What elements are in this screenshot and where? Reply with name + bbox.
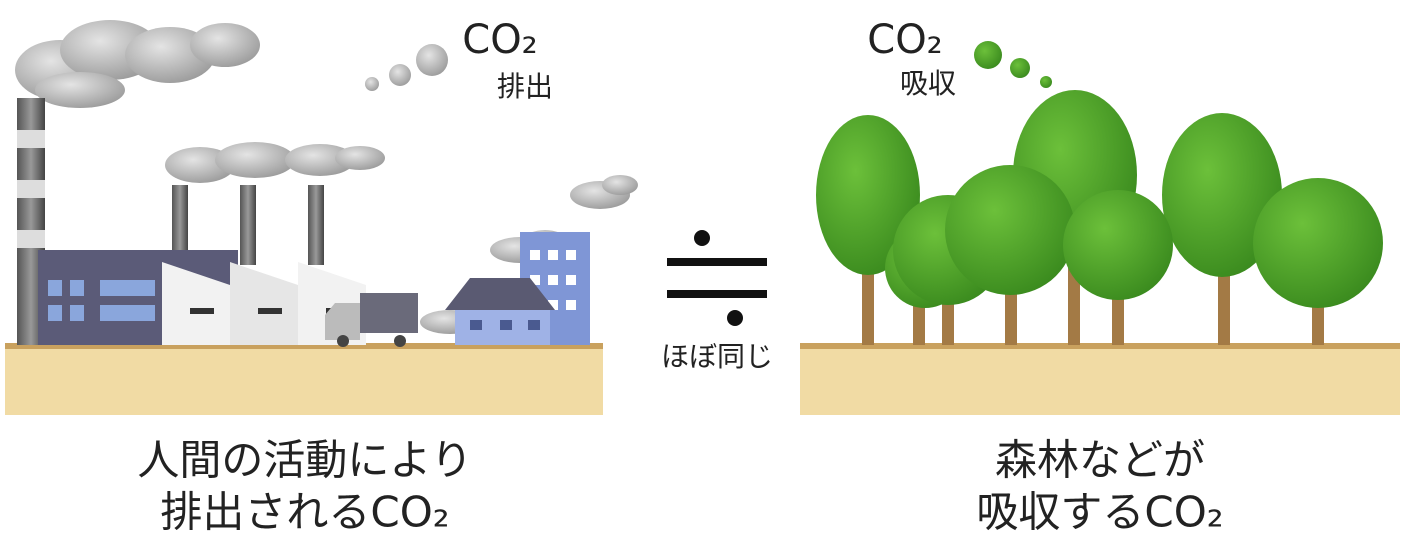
chimney-stripes xyxy=(17,130,45,248)
co2-label: CO₂ xyxy=(462,17,537,63)
approx-equal: ほぼ同じ xyxy=(661,230,773,373)
chimney xyxy=(308,185,324,265)
dot xyxy=(694,230,710,246)
caption-line: 吸収するCO₂ xyxy=(976,488,1223,537)
dot xyxy=(727,310,743,326)
ground-edge xyxy=(800,343,1400,349)
ground xyxy=(800,345,1400,415)
middle-label: ほぼ同じ xyxy=(661,340,773,373)
ground xyxy=(5,345,603,415)
chimney xyxy=(240,185,256,265)
right-scene: CO₂ 吸収 森林などが 吸収するCO₂ xyxy=(800,17,1400,537)
left-scene: CO₂ 排出 人間の活動により 排出されるCO₂ xyxy=(5,17,638,537)
canopies xyxy=(816,90,1383,308)
absorption-label: 吸収 xyxy=(900,67,956,100)
page: {"left": {"label_co2": "CO₂", "label_act… xyxy=(0,0,1408,538)
caption-line: 人間の活動により xyxy=(137,436,472,485)
caption-line: 森林などが xyxy=(995,436,1205,485)
illustration: CO₂ 排出 人間の活動により 排出されるCO₂ ほぼ同じ xyxy=(0,0,1408,538)
emission-label: 排出 xyxy=(497,70,553,103)
bar xyxy=(667,258,767,266)
bar xyxy=(667,290,767,298)
caption-line: 排出されるCO₂ xyxy=(160,488,449,537)
co2-bubbles xyxy=(974,41,1052,88)
co2-label: CO₂ xyxy=(867,17,942,63)
